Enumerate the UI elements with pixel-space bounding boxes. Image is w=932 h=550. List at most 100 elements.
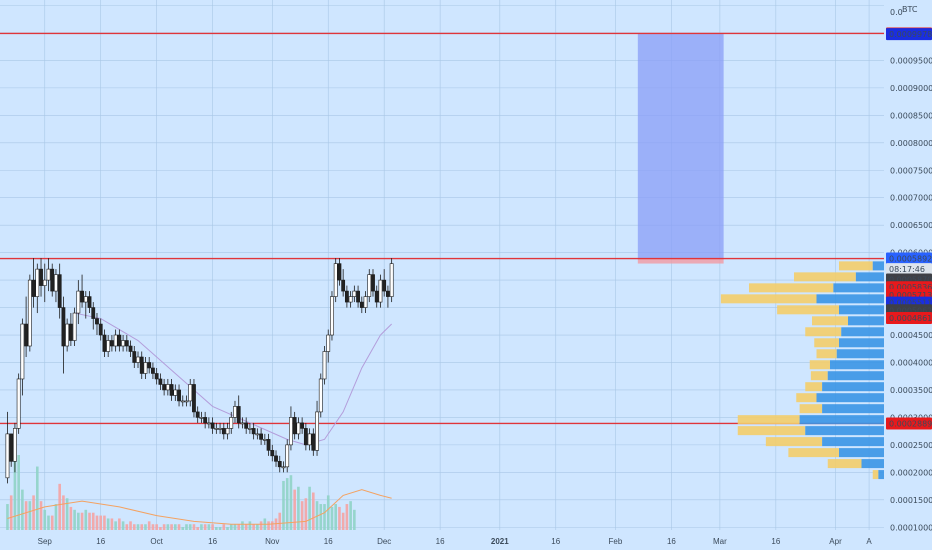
candle-body xyxy=(169,384,174,396)
volume-bar xyxy=(181,527,185,530)
candle-body xyxy=(113,334,118,347)
horizontal-levels[interactable] xyxy=(0,32,884,425)
volume-profile-down xyxy=(816,393,884,403)
volume-profile-down xyxy=(833,283,884,293)
candle-body xyxy=(318,378,323,413)
candle-body xyxy=(151,367,155,374)
candle-body xyxy=(98,323,103,336)
volume-bar xyxy=(132,524,136,530)
candle-body xyxy=(173,389,178,396)
volume-bar xyxy=(203,524,207,530)
price-label-box xyxy=(886,252,932,265)
volume-bar xyxy=(155,524,158,530)
candle-body xyxy=(356,290,360,303)
volume-profile-up xyxy=(805,382,823,392)
time-axis-tick: Oct xyxy=(150,537,163,546)
candle-body xyxy=(16,378,21,429)
candle-body xyxy=(248,428,252,430)
volume-bar xyxy=(50,515,54,530)
volume-bar xyxy=(35,466,39,530)
volume-bar xyxy=(218,527,222,530)
volume-bar xyxy=(77,512,80,530)
candle-body xyxy=(214,428,219,430)
candle-body xyxy=(65,323,70,347)
volume-bar xyxy=(28,501,32,530)
volume-bar xyxy=(118,518,121,530)
volume-profile-down xyxy=(841,327,884,337)
candle-body xyxy=(292,417,297,435)
candle-body xyxy=(281,466,286,469)
candle-body xyxy=(389,263,394,297)
volume-profile-up xyxy=(794,272,856,282)
volume-bar xyxy=(345,504,349,530)
candle-body xyxy=(274,455,278,462)
volume-bar xyxy=(80,512,84,530)
candle-body xyxy=(233,406,237,418)
candle-body xyxy=(255,433,260,436)
volume-bar xyxy=(315,501,319,530)
time-axis[interactable]: Sep 16 Oct 16 Nov 16 Dec 16 2021 16 Feb 16 Mar 16 Apr A xyxy=(38,537,873,546)
target-box[interactable] xyxy=(637,33,724,264)
volume-profile-down xyxy=(805,426,884,436)
volume-profile-down xyxy=(872,261,884,271)
time-axis-tick: 16 xyxy=(96,537,105,546)
price-labels: 0.000999040.000997820.0005892508:17:460.… xyxy=(886,27,932,430)
volume-bar xyxy=(110,518,114,530)
volume-profile-up xyxy=(737,415,800,425)
candle-body xyxy=(311,433,316,451)
volume-profile-up xyxy=(839,261,873,271)
candle-body xyxy=(210,422,215,429)
volume-bar xyxy=(330,506,334,530)
candle-body xyxy=(165,384,170,391)
volume-bar xyxy=(103,515,106,530)
time-axis-tick: 16 xyxy=(208,537,217,546)
volume-bar xyxy=(185,524,188,530)
candle-body xyxy=(229,417,234,429)
candle-body xyxy=(147,362,152,369)
candle-body xyxy=(188,384,193,402)
volume-bar xyxy=(226,527,229,530)
candle-body xyxy=(303,428,308,446)
candle-body xyxy=(132,351,137,363)
candle-body xyxy=(124,340,129,347)
volume-profile-up xyxy=(809,360,830,370)
volume-bar xyxy=(162,524,166,530)
price-label-box xyxy=(886,263,932,276)
volume-bar xyxy=(215,527,218,530)
volume-bar xyxy=(248,521,252,530)
candle-body xyxy=(87,296,92,308)
volume-bar xyxy=(47,515,50,530)
volume-bar xyxy=(282,480,285,530)
volume-bar xyxy=(308,486,311,530)
candle-body xyxy=(192,384,196,413)
volume-bar xyxy=(73,509,76,530)
candle-body xyxy=(371,274,375,292)
volume-bar xyxy=(9,495,13,530)
volume-bar xyxy=(192,524,196,530)
volume-profile-up xyxy=(827,459,862,469)
candle-body xyxy=(206,422,211,425)
candle-body xyxy=(367,274,372,297)
volume-profile-down xyxy=(836,349,884,359)
volume-profile-up xyxy=(872,470,879,480)
volume-profile-up xyxy=(816,349,837,359)
volume-bar xyxy=(297,486,300,530)
candle-body xyxy=(20,323,25,380)
time-axis-tick: Sep xyxy=(38,537,53,546)
candle-body xyxy=(106,340,111,352)
volume-bar xyxy=(6,504,9,530)
volume-bar xyxy=(188,524,192,530)
candle-body xyxy=(326,334,331,352)
price-label-box xyxy=(886,312,932,324)
candle-body xyxy=(68,323,73,341)
